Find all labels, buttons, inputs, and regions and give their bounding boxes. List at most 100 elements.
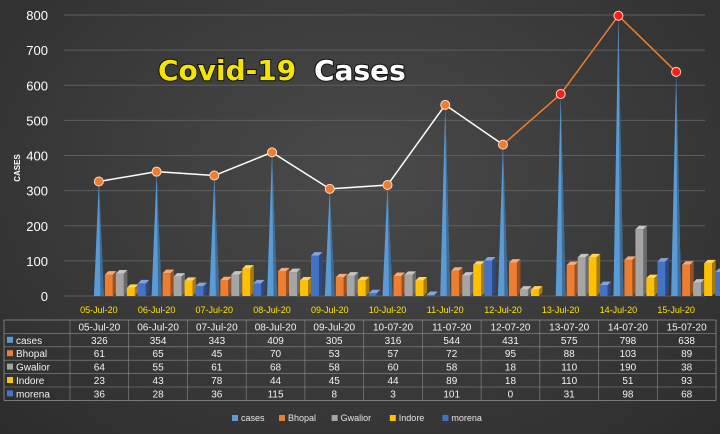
bar-morena-side [203,282,208,296]
bar-morena-side [376,289,381,296]
bar-indore-side [538,286,543,296]
bar-gwalior-top [404,271,416,275]
y-tick-label: 700 [26,43,48,58]
y-tick-label: 600 [26,78,48,93]
table-cell: 53 [329,349,341,360]
bar-indore-top [126,284,139,288]
table-row-label: cases [16,336,42,347]
bar-indore-side [308,277,312,296]
x-tick-label: 09-Jul-20 [311,305,349,315]
table-header-cell: 13-07-20 [549,322,589,333]
table-cell: 64 [94,363,106,374]
bar-gwalior-side [527,286,532,296]
bar-bhopal-top [335,273,348,278]
bar-indore-top [646,274,658,279]
table-cell: 57 [387,349,399,360]
table-legend-key [7,377,13,383]
line-segment [560,15,620,95]
legend-label: cases [241,413,265,423]
table-cell: 36 [94,389,106,400]
bar-indore-side [192,277,197,296]
table-cell: 38 [681,363,693,374]
x-tick-label: 05-Jul-20 [80,305,118,315]
line-segment [98,170,157,183]
bar-indore [646,278,655,296]
bar-gwalior-side [181,273,186,296]
bar-bhopal-top [278,267,290,272]
bar-indore-top [704,259,716,264]
table-cell: 60 [387,363,399,374]
table-cell: 58 [329,363,341,374]
y-tick-label: 200 [26,219,48,234]
bar-gwalior-side [412,271,416,296]
bar-bhopal-side [574,261,579,296]
bar-gwalior-side [123,270,128,296]
x-tick-label: 11-Jul-20 [427,305,464,315]
table-cell: 68 [681,389,693,400]
bar-gwalior-top [115,270,128,274]
bar-bhopal [451,270,460,296]
line-segment [386,104,446,186]
table-cell: 110 [561,376,577,387]
table-cell: 115 [268,389,284,400]
bar-bhopal-side [343,273,348,296]
bar-morena-top [311,252,323,256]
line-point [151,166,162,177]
table-cell: 72 [446,349,458,360]
bar-morena-top [195,282,208,287]
bar-bhopal-top [104,271,117,275]
bar-gwalior [462,275,471,296]
x-tick-label: 08-Jul-20 [253,305,291,315]
bar-cases-shade [387,185,393,296]
bar-morena [311,255,320,296]
legend: cases Bhopal Gwalior Indore morena [232,413,482,423]
bar-gwalior-side [701,279,705,296]
bar-indore [357,280,366,296]
bar-gwalior-top [173,273,186,277]
table-header-cell: 14-07-20 [608,322,648,333]
table-cell: 326 [91,336,108,347]
table-cell: 89 [681,349,693,360]
bar-indore-side [596,253,601,296]
chart-title: Covid-19 Cases [158,54,406,87]
table-cell: 44 [270,376,282,387]
line-segment [617,15,677,73]
bar-indore-side [423,277,427,296]
bar-gwalior-top [289,268,301,273]
bar-bhopal-side [401,272,405,296]
table-cell: 18 [505,363,517,374]
bar-bhopal [220,280,229,296]
bar-indore-side [712,259,716,296]
table-header-cell: 07-Jul-20 [196,322,238,333]
line-segment [156,170,215,177]
legend-label: Indore [399,413,425,423]
bar-indore [184,280,193,296]
table-legend-key [7,363,13,370]
bar-morena-side [261,279,265,296]
bar-indore [415,280,424,296]
bar-morena-top [657,258,669,262]
bar-indore-side [481,261,485,296]
table-cell: 101 [443,389,460,400]
line-point [497,139,508,150]
bar-gwalior-side [585,253,590,296]
line-point [382,180,393,191]
y-tick-label: 100 [26,254,48,269]
table-cell: 31 [564,389,576,400]
bar-bhopal-top [451,267,463,271]
table-cell: 61 [94,349,106,360]
table-cell: 89 [446,376,458,387]
gridlines [64,14,705,297]
bar-morena-top [715,268,720,273]
bar-gwalior-top [231,271,243,275]
bar-bhopal-side [170,269,175,296]
bar-indore-top [473,261,485,265]
bar-bhopal [104,274,113,296]
table-cell: 8 [331,389,337,400]
bar-indore-side [250,265,254,296]
line-segment [214,151,273,177]
bar-indore-side [134,284,139,296]
bar-cases-shade [560,94,566,296]
bar-indore [473,264,482,296]
bar-bhopal-side [459,267,463,296]
